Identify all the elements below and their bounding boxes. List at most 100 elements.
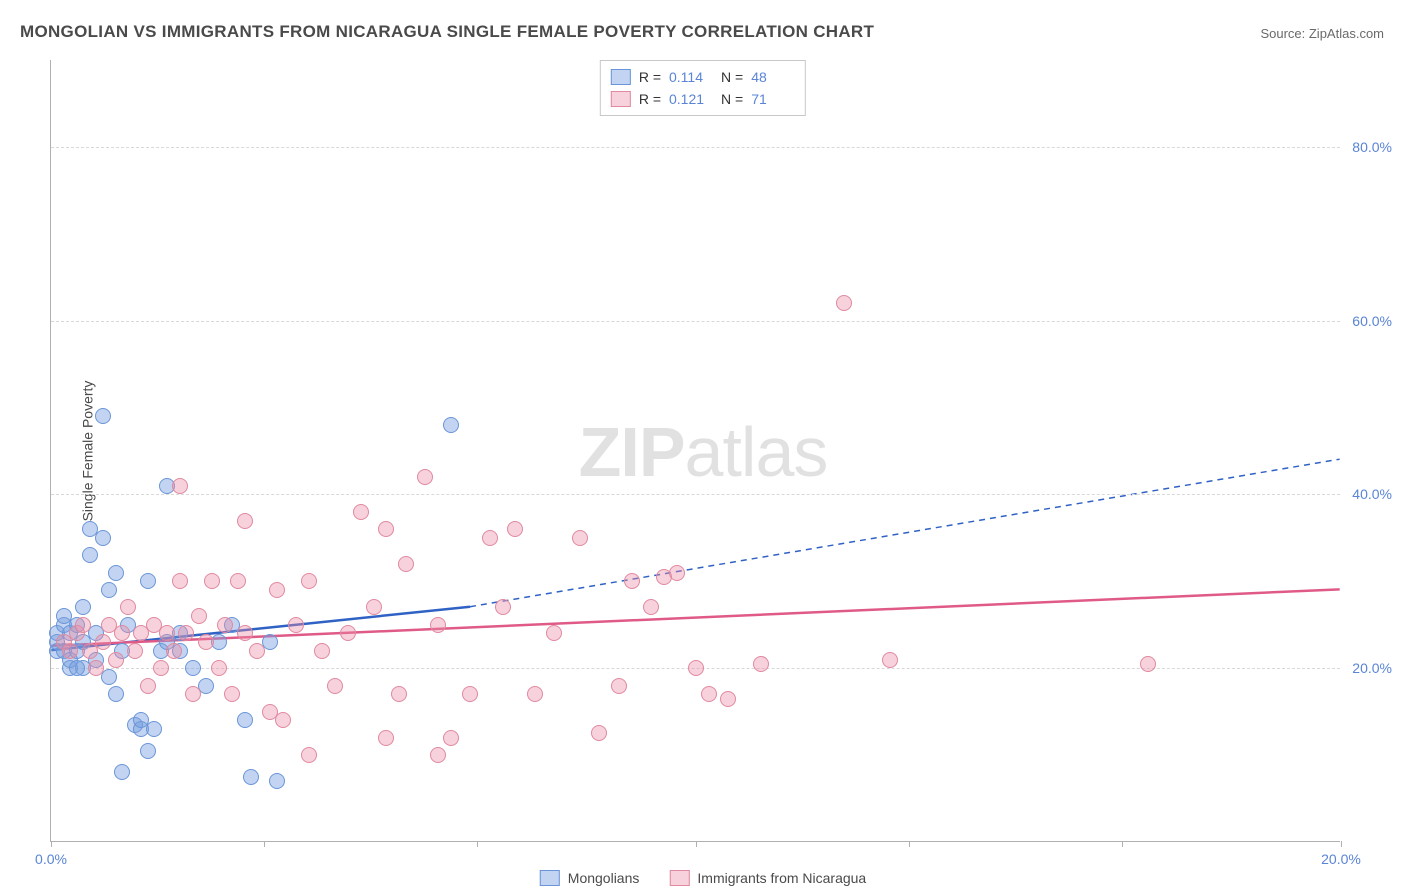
data-point xyxy=(108,565,124,581)
data-point xyxy=(443,417,459,433)
data-point xyxy=(643,599,659,615)
data-point xyxy=(391,686,407,702)
data-point xyxy=(237,513,253,529)
data-point xyxy=(482,530,498,546)
data-point xyxy=(217,617,233,633)
legend-label: Immigrants from Nicaragua xyxy=(697,870,866,886)
data-point xyxy=(327,678,343,694)
data-point xyxy=(191,608,207,624)
data-point xyxy=(591,725,607,741)
data-point xyxy=(366,599,382,615)
gridline xyxy=(51,321,1340,322)
data-point xyxy=(69,660,85,676)
legend-swatch xyxy=(611,69,631,85)
data-point xyxy=(108,686,124,702)
data-point xyxy=(95,530,111,546)
data-point xyxy=(269,773,285,789)
page-title: MONGOLIAN VS IMMIGRANTS FROM NICARAGUA S… xyxy=(20,22,874,42)
y-tick-label: 40.0% xyxy=(1352,486,1392,502)
data-point xyxy=(166,643,182,659)
y-tick-label: 60.0% xyxy=(1352,313,1392,329)
data-point xyxy=(82,547,98,563)
data-point xyxy=(230,573,246,589)
data-point xyxy=(443,730,459,746)
data-point xyxy=(108,652,124,668)
data-point xyxy=(688,660,704,676)
x-tick xyxy=(1341,841,1342,847)
data-point xyxy=(178,625,194,641)
data-point xyxy=(95,408,111,424)
x-tick xyxy=(264,841,265,847)
data-point xyxy=(237,712,253,728)
x-tick xyxy=(696,841,697,847)
data-point xyxy=(237,625,253,641)
data-point xyxy=(224,686,240,702)
data-point xyxy=(314,643,330,659)
data-point xyxy=(269,582,285,598)
data-point xyxy=(462,686,478,702)
data-point xyxy=(430,617,446,633)
gridline xyxy=(51,494,1340,495)
data-point xyxy=(185,686,201,702)
data-point xyxy=(882,652,898,668)
data-point xyxy=(153,660,169,676)
data-point xyxy=(624,573,640,589)
data-point xyxy=(378,521,394,537)
data-point xyxy=(378,730,394,746)
data-point xyxy=(204,573,220,589)
data-point xyxy=(546,625,562,641)
x-tick xyxy=(1122,841,1123,847)
gridline xyxy=(51,147,1340,148)
y-axis-label: Single Female Poverty xyxy=(79,380,95,521)
data-point xyxy=(127,643,143,659)
y-tick-label: 20.0% xyxy=(1352,660,1392,676)
data-point xyxy=(753,656,769,672)
data-point xyxy=(159,625,175,641)
data-point xyxy=(95,634,111,650)
data-point xyxy=(720,691,736,707)
data-point xyxy=(114,625,130,641)
data-point xyxy=(243,769,259,785)
data-point xyxy=(146,721,162,737)
x-tick xyxy=(477,841,478,847)
scatter-plot: Single Female Poverty 20.0%40.0%60.0%80.… xyxy=(50,60,1340,842)
legend-row: R =0.114N =48 xyxy=(611,66,795,88)
data-point xyxy=(75,617,91,633)
data-point xyxy=(120,599,136,615)
data-point xyxy=(75,599,91,615)
series-legend: Mongolians Immigrants from Nicaragua xyxy=(540,870,866,886)
legend-item: Mongolians xyxy=(540,870,640,886)
data-point xyxy=(301,573,317,589)
data-point xyxy=(495,599,511,615)
data-point xyxy=(198,634,214,650)
data-point xyxy=(611,678,627,694)
data-point xyxy=(249,643,265,659)
data-point xyxy=(340,625,356,641)
data-point xyxy=(1140,656,1156,672)
y-tick-label: 80.0% xyxy=(1352,139,1392,155)
data-point xyxy=(185,660,201,676)
data-point xyxy=(211,660,227,676)
data-point xyxy=(430,747,446,763)
legend-item: Immigrants from Nicaragua xyxy=(669,870,866,886)
data-point xyxy=(288,617,304,633)
source-label: Source: ZipAtlas.com xyxy=(1260,26,1384,41)
data-point xyxy=(88,660,104,676)
data-point xyxy=(140,743,156,759)
data-point xyxy=(572,530,588,546)
data-point xyxy=(275,712,291,728)
legend-row: R =0.121N =71 xyxy=(611,88,795,110)
data-point xyxy=(701,686,717,702)
x-tick xyxy=(51,841,52,847)
legend-label: Mongolians xyxy=(568,870,640,886)
data-point xyxy=(62,643,78,659)
data-point xyxy=(527,686,543,702)
data-point xyxy=(140,573,156,589)
data-point xyxy=(140,678,156,694)
data-point xyxy=(417,469,433,485)
x-tick-label: 20.0% xyxy=(1321,851,1361,867)
data-point xyxy=(353,504,369,520)
data-point xyxy=(172,573,188,589)
legend-swatch xyxy=(540,870,560,886)
data-point xyxy=(101,582,117,598)
